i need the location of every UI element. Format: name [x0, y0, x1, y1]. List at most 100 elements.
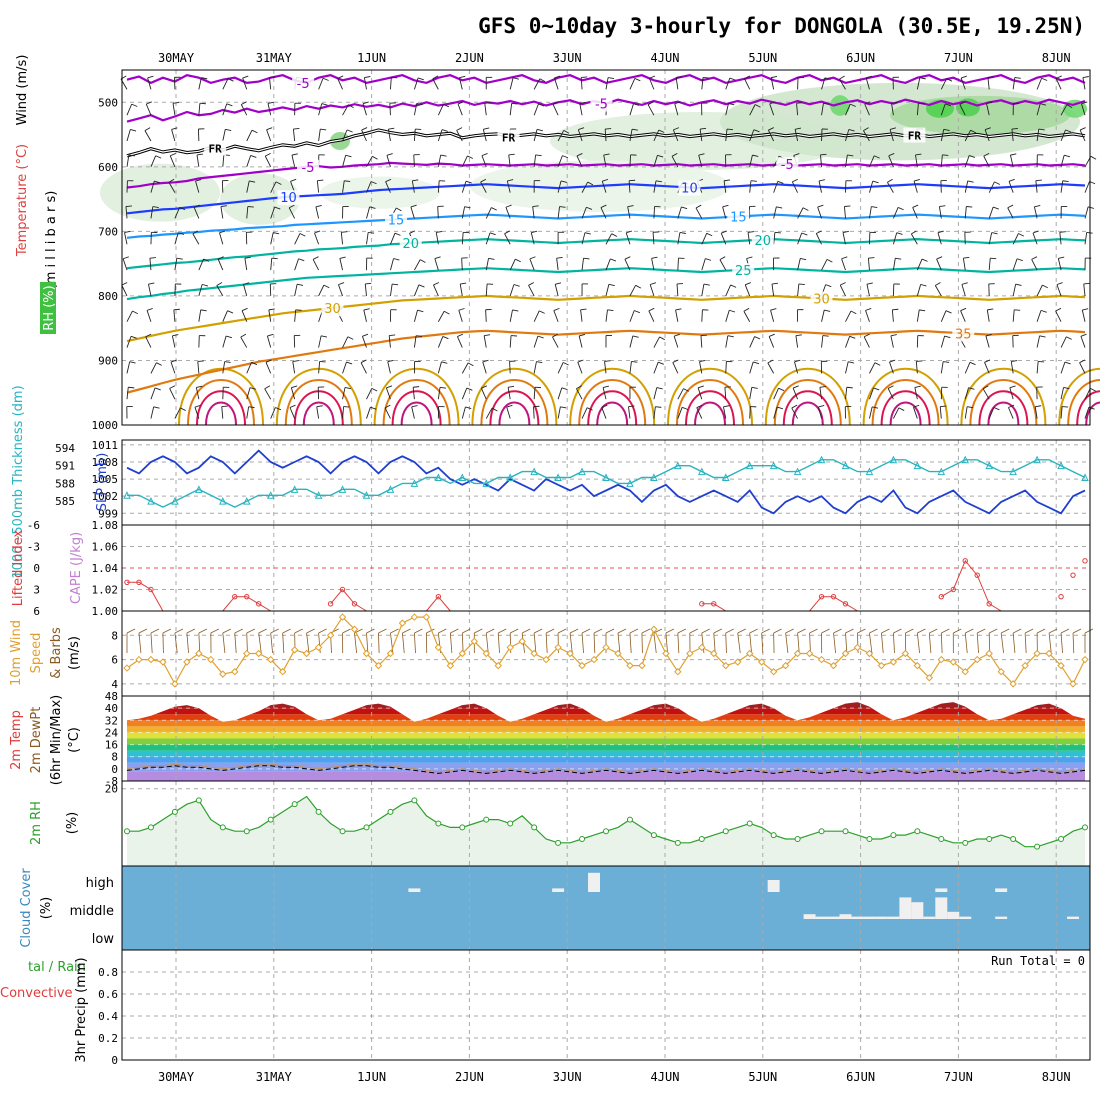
- wind-barb-flag: [298, 258, 305, 262]
- cloud-middle-bar: [827, 916, 840, 919]
- wind-barb: [485, 258, 489, 271]
- wind-barb: [653, 387, 658, 400]
- rh-marker: [243, 828, 250, 835]
- wind-speed-marker: [793, 649, 802, 658]
- wind-barb-flag: [750, 180, 757, 182]
- wind-barb: [940, 129, 945, 142]
- thickness-marker: [674, 461, 682, 470]
- wind-barb: [602, 387, 607, 400]
- top-date-label: 30MAY: [158, 51, 195, 65]
- wind-speed-marker: [518, 637, 526, 646]
- wind-speed-marker: [219, 670, 227, 678]
- wind-barb: [290, 387, 296, 400]
- wind-barb: [576, 388, 583, 400]
- wind-speed-marker: [686, 649, 694, 658]
- wind-barb: [318, 129, 321, 142]
- wind-barb-flag: [483, 127, 490, 130]
- wind-barb: [480, 388, 487, 400]
- wind-barb-flag: [795, 127, 802, 130]
- wind-speed-marker: [290, 646, 299, 654]
- wind-barb: [605, 258, 611, 271]
- wind-axis-label-line2: Speed: [29, 633, 44, 674]
- wind-barb: [839, 284, 846, 297]
- wind-barb: [887, 182, 894, 193]
- wind-barb-flag: [130, 335, 137, 339]
- wind-barb-flag: [321, 103, 328, 106]
- wind-barb: [150, 155, 157, 167]
- wind-barb: [818, 406, 822, 419]
- rh-marker: [842, 828, 849, 835]
- cloud-middle-bar: [935, 897, 948, 919]
- rh-marker: [171, 808, 178, 815]
- thickness-marker: [865, 467, 874, 476]
- wind-barb: [603, 154, 607, 167]
- wind-barb-flag: [221, 405, 228, 408]
- wind-barb-flag: [482, 359, 489, 363]
- wind-speed-marker: [901, 649, 910, 658]
- wind-barb: [768, 336, 775, 348]
- wind-barb-flag: [439, 386, 447, 389]
- wind-barb: [581, 407, 588, 419]
- surface-isotherm-loop: [196, 390, 246, 426]
- wind-barb-flag: [532, 205, 539, 207]
- wind-barb: [648, 310, 655, 322]
- wind-barb-flag: [943, 361, 950, 363]
- surface-wind-barb: [497, 632, 500, 654]
- isotherm-label: FR: [908, 130, 922, 143]
- wind-barb-flag: [465, 406, 472, 409]
- wind-barb-flag: [983, 153, 990, 157]
- wind-barb: [960, 77, 966, 90]
- wind-barb: [437, 387, 441, 400]
- wind-barb-flag: [560, 406, 567, 409]
- bottom-date-label: 8JUN: [1042, 1070, 1071, 1084]
- wind-barb-flag: [896, 232, 903, 235]
- wind-barb: [150, 387, 156, 400]
- wind-barb: [845, 103, 851, 116]
- wind-barb: [725, 103, 729, 116]
- wind-barb-flag: [671, 153, 678, 157]
- wind-barb-flag: [388, 127, 395, 130]
- wind-barb-flag: [872, 406, 879, 409]
- wind-barb: [390, 232, 396, 245]
- wind-barb: [222, 335, 227, 348]
- wind-barb-flag: [148, 282, 155, 285]
- wind-speed-marker: [781, 661, 790, 670]
- thickness-marker: [195, 485, 203, 493]
- surface-wind-barb-flag: [294, 628, 303, 634]
- wind-barb-flag: [633, 103, 640, 106]
- wind-barb: [342, 336, 349, 348]
- wind-barb: [892, 258, 896, 271]
- wind-barb-flag: [895, 257, 902, 260]
- wind-barb: [482, 129, 487, 142]
- wind-barb: [509, 259, 516, 271]
- wind-barb-flag: [656, 387, 663, 390]
- wind-barb: [342, 180, 345, 193]
- rh-marker: [507, 820, 514, 827]
- surface-wind-barb-flag: [845, 628, 854, 634]
- surface-isotherm-loop: [293, 390, 344, 426]
- wind-barb: [437, 336, 444, 348]
- wind-barb: [719, 259, 727, 271]
- pressure-axis-label: (m i l l i b a r s): [44, 191, 59, 290]
- wind-barb-flag: [1066, 336, 1072, 340]
- wind-barb: [342, 361, 347, 374]
- cloud-middle-bar: [887, 916, 900, 919]
- wind-barb-flag: [695, 204, 702, 209]
- wind-barb-flag: [777, 180, 784, 184]
- surface-wind-barb: [916, 632, 920, 654]
- wind-barb-flag: [484, 102, 491, 104]
- surface-isotherm-loop: [969, 379, 1038, 426]
- wind-speed-marker: [841, 649, 850, 658]
- lifted-index-marker: [124, 579, 130, 586]
- wind-barb: [988, 206, 994, 219]
- wind-barb-flag: [967, 406, 974, 409]
- isotherm-label-background: [297, 159, 320, 175]
- wind-barb-flag: [417, 309, 424, 313]
- wind-speed-marker: [506, 643, 514, 652]
- wind-barb: [172, 103, 176, 116]
- wind-barb: [749, 129, 755, 142]
- wind-barb-flag: [776, 206, 783, 209]
- surface-wind-barb-flag: [605, 628, 615, 634]
- rh-marker: [1010, 835, 1017, 842]
- wind-barb: [219, 232, 224, 245]
